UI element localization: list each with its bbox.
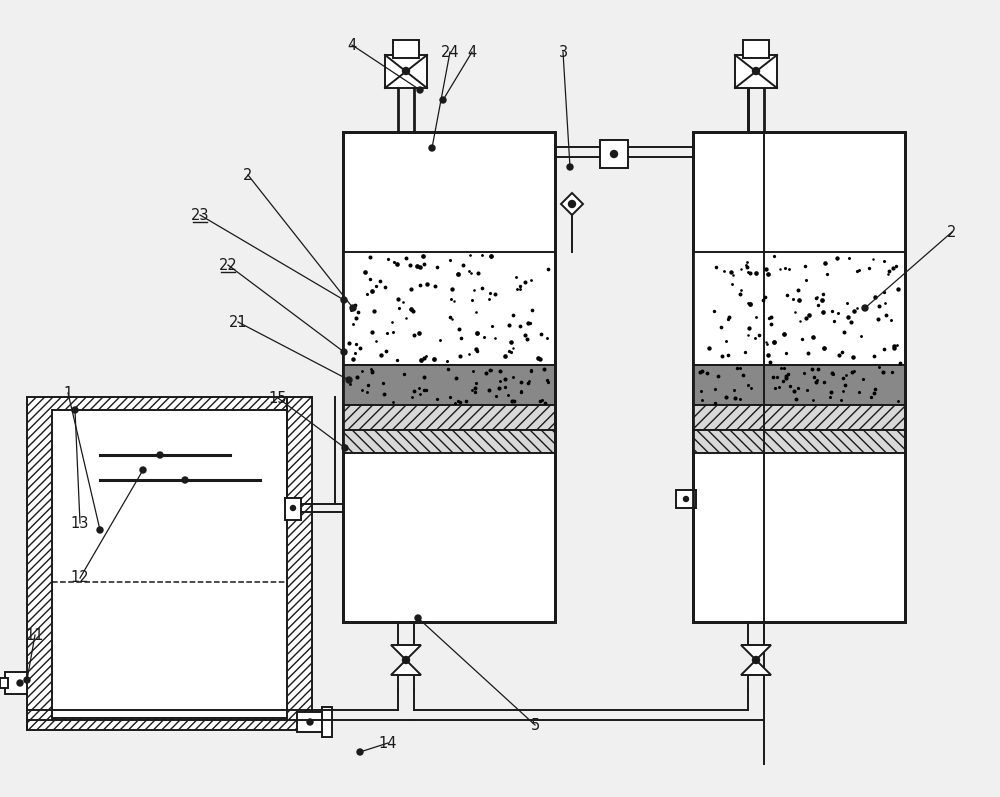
Bar [693,430,905,453]
Text: 1: 1 [63,386,73,401]
Text: 12: 12 [71,571,89,586]
Circle shape [753,68,760,74]
Bar [0,678,8,688]
Circle shape [402,657,410,663]
Bar [27,397,312,730]
Circle shape [307,719,313,725]
Text: 2: 2 [947,225,957,240]
Text: 15: 15 [269,391,287,406]
Bar [343,405,555,430]
Bar [693,405,905,430]
Text: 5: 5 [530,717,540,732]
Circle shape [72,407,78,413]
Circle shape [182,477,188,483]
Text: 2: 2 [243,167,253,183]
Circle shape [440,97,446,103]
Circle shape [429,145,435,151]
Bar [393,40,419,58]
Circle shape [24,677,30,683]
Text: 4: 4 [467,45,477,60]
Circle shape [402,68,410,74]
Text: 24: 24 [441,45,459,60]
Circle shape [157,452,163,458]
Bar [52,410,287,718]
Circle shape [341,349,347,355]
Bar [693,252,905,365]
Circle shape [415,615,421,621]
Circle shape [357,749,363,755]
Circle shape [341,297,347,303]
Circle shape [346,377,352,383]
Circle shape [97,527,103,533]
Bar [5,672,27,694]
Circle shape [350,305,356,311]
Polygon shape [741,645,771,660]
Bar [343,430,555,453]
Polygon shape [391,660,421,675]
Bar [285,498,301,520]
Circle shape [417,87,423,93]
Circle shape [862,305,868,311]
Bar [343,365,555,405]
Bar [676,490,696,508]
Bar [693,365,905,405]
Text: 23: 23 [191,207,209,222]
Bar [693,132,905,622]
Text: 3: 3 [558,45,568,60]
Text: 13: 13 [71,516,89,531]
Circle shape [568,201,576,207]
Text: 4: 4 [347,37,357,53]
Bar [600,140,628,168]
Circle shape [140,467,146,473]
Text: 11: 11 [26,627,44,642]
Bar [343,132,555,622]
Text: 22: 22 [219,257,237,273]
Bar [322,707,332,737]
Bar [735,55,777,88]
Circle shape [342,445,348,451]
Circle shape [753,657,760,663]
Bar [385,55,427,88]
Polygon shape [741,660,771,675]
Bar [297,712,325,732]
Circle shape [567,164,573,170]
Text: 14: 14 [379,736,397,751]
Bar [743,40,769,58]
Circle shape [610,151,618,158]
Circle shape [17,680,23,686]
Bar [343,252,555,365]
Bar [343,132,555,622]
Polygon shape [561,193,583,215]
Bar [693,132,905,622]
Text: 21: 21 [229,315,247,329]
Circle shape [684,497,688,501]
Polygon shape [391,645,421,660]
Circle shape [290,505,296,511]
